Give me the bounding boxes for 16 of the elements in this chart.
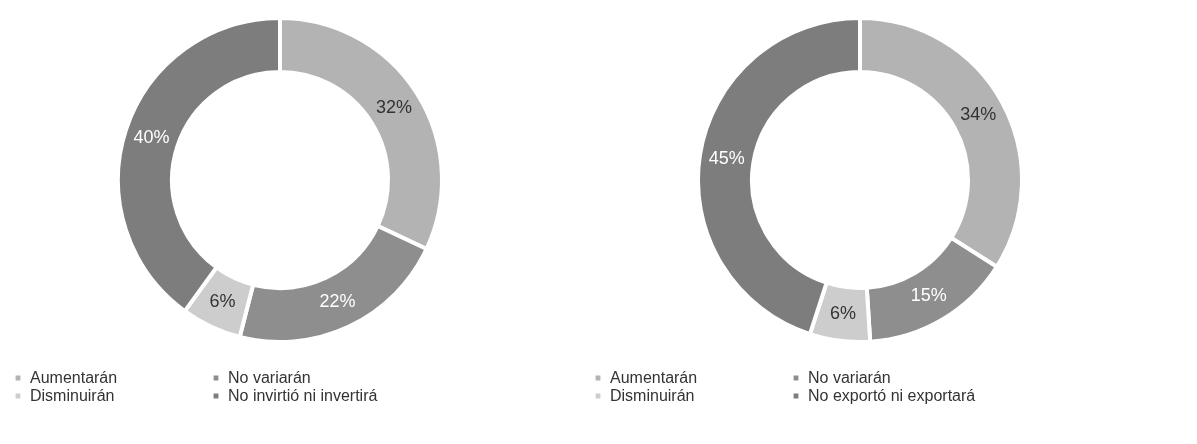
legend-label: Aumentarán (610, 369, 698, 386)
data-label: 34% (960, 103, 997, 124)
data-label: 45% (708, 147, 745, 168)
data-label: 22% (319, 291, 356, 312)
data-label: 32% (375, 96, 412, 117)
data-label: 40% (133, 127, 170, 148)
legend-label: No invirtió ni invertirá (228, 387, 378, 404)
legend-label: No exportó ni exportará (808, 387, 976, 404)
legend-label: No variarán (808, 369, 891, 386)
data-label: 6% (830, 302, 857, 323)
legend-label: Disminuirán (610, 387, 695, 404)
legend-label: Aumentarán (30, 369, 118, 386)
data-label: 15% (910, 285, 947, 306)
data-label: 6% (209, 291, 236, 312)
legend-label: No variarán (228, 369, 311, 386)
legend-label: Disminuirán (30, 387, 115, 404)
